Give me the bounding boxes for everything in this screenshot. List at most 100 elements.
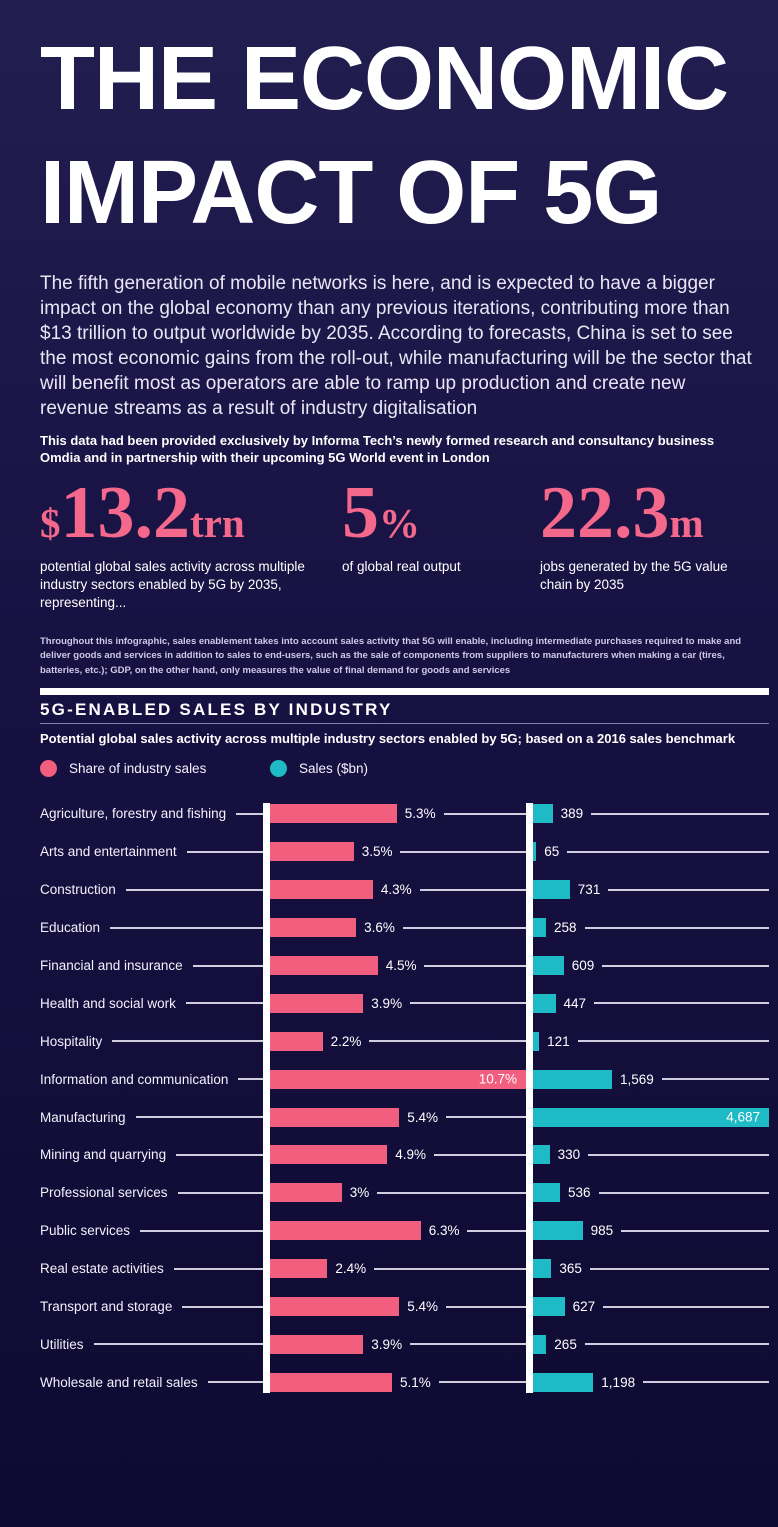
leader-line <box>374 1267 526 1270</box>
chart-row: Information and communication 10.7% 1,569 <box>40 1060 769 1098</box>
leader-line <box>643 1381 769 1384</box>
legend-item-share: Share of industry sales <box>40 760 270 777</box>
category-cell: Education <box>40 920 263 935</box>
page-title: THE ECONOMIC IMPACT OF 5G <box>40 22 760 250</box>
chart-row: Construction 4.3% 731 <box>40 871 769 909</box>
share-bar <box>270 918 357 938</box>
sales-value: 389 <box>560 806 584 822</box>
section-divider-thick <box>40 688 769 695</box>
leader-line <box>591 812 769 815</box>
share-bar <box>270 1107 400 1127</box>
sales-value: 65 <box>544 844 560 860</box>
legend-label: Sales ($bn) <box>299 761 369 776</box>
leader-line <box>598 1191 769 1194</box>
sales-zone: 258 <box>526 918 769 938</box>
leader-line <box>419 888 526 891</box>
sales-bar: 4,687 <box>533 1107 769 1127</box>
methodology-footnote: Throughout this infographic, sales enabl… <box>40 635 742 676</box>
category-cell: Health and social work <box>40 996 263 1011</box>
sales-bar <box>533 1297 565 1317</box>
leader-line <box>186 850 263 853</box>
share-bar <box>270 1372 392 1392</box>
leader-line <box>112 1040 263 1043</box>
share-value: 5.1% <box>400 1374 431 1390</box>
page-title-line2: IMPACT OF 5G <box>40 143 662 243</box>
share-zone: 6.3% <box>263 1221 526 1241</box>
category-cell: Transport and storage <box>40 1299 263 1314</box>
leader-line <box>602 964 769 967</box>
stat-caption: potential global sales activity across m… <box>40 559 305 610</box>
leader-line <box>608 888 769 891</box>
sales-zone: 447 <box>526 993 769 1013</box>
sales-bar <box>533 880 570 900</box>
leader-line <box>400 850 526 853</box>
sales-value: 258 <box>554 920 577 936</box>
stat-jobs: 22.3 m jobs generated by the 5G value cha… <box>540 476 755 594</box>
sales-bar <box>533 993 556 1013</box>
leader-line <box>377 1191 526 1194</box>
category-label: Public services <box>40 1223 131 1239</box>
leader-line <box>424 964 526 967</box>
leader-line <box>369 1040 526 1043</box>
leader-line <box>445 1116 526 1119</box>
legend-item-sales: Sales ($bn) <box>270 760 368 777</box>
sales-zone: 265 <box>526 1334 769 1354</box>
leader-line <box>192 964 263 967</box>
chart-row: Hospitality 2.2% 121 <box>40 1022 769 1060</box>
source-note: This data had been provided exclusively … <box>40 433 715 465</box>
category-cell: Hospitality <box>40 1034 263 1049</box>
sales-bar <box>533 918 546 938</box>
category-cell: Professional services <box>40 1185 263 1200</box>
chart-row: Education 3.6% 258 <box>40 909 769 947</box>
category-label: Transport and storage <box>40 1299 173 1315</box>
share-value: 10.7% <box>478 1071 517 1087</box>
chart-row: Financial and insurance 4.5% 609 <box>40 947 769 985</box>
leader-line <box>125 888 263 891</box>
sales-zone: 985 <box>526 1221 769 1241</box>
sales-zone: 330 <box>526 1145 769 1165</box>
stat-number: 5% <box>342 476 527 550</box>
share-zone: 5.4% <box>263 1107 526 1127</box>
chart-row: Manufacturing 5.4% 4,687 <box>40 1098 769 1136</box>
share-bar <box>270 993 364 1013</box>
share-value: 4.5% <box>385 958 417 973</box>
sales-axis-bar <box>526 803 533 1393</box>
legend-dot-pink-icon <box>40 760 57 777</box>
share-zone: 3.6% <box>263 918 526 938</box>
chart-row: Agriculture, forestry and fishing 5.3% 389 <box>40 795 769 833</box>
category-cell: Public services <box>40 1223 263 1238</box>
sales-value: 609 <box>571 958 595 973</box>
category-label: Manufacturing <box>40 1109 126 1125</box>
chart-row: Utilities 3.9% 265 <box>40 1325 769 1363</box>
sales-value: 1,569 <box>620 1071 654 1087</box>
sales-bar <box>533 1334 547 1354</box>
sales-zone: 609 <box>526 956 769 975</box>
share-value: 5.4% <box>407 1299 438 1315</box>
leader-line <box>438 1381 526 1384</box>
sales-bar <box>533 1259 552 1279</box>
legend-label: Share of industry sales <box>69 761 207 776</box>
chart-row: Wholesale and retail sales 5.1% 1,198 <box>40 1363 769 1401</box>
leader-line <box>135 1116 263 1119</box>
chart-row: Health and social work 3.9% 447 <box>40 984 769 1022</box>
sales-zone: 1,569 <box>526 1069 769 1089</box>
sales-bar <box>533 1372 594 1392</box>
share-zone: 3% <box>263 1183 526 1203</box>
leader-line <box>93 1343 263 1346</box>
category-cell: Real estate activities <box>40 1261 263 1276</box>
share-bar <box>270 1259 328 1279</box>
category-label: Agriculture, forestry and fishing <box>40 806 227 822</box>
category-label: Construction <box>40 882 116 898</box>
sales-value: 330 <box>557 1147 581 1163</box>
sales-bar <box>533 1145 550 1165</box>
stat-caption: jobs generated by the 5G value chain by … <box>540 559 728 592</box>
sales-value: 447 <box>563 995 587 1011</box>
sales-value: 4,687 <box>726 1109 760 1125</box>
share-zone: 5.3% <box>263 804 526 824</box>
stat-number: $13.2 trn <box>40 476 320 550</box>
share-zone: 3.9% <box>263 1334 526 1354</box>
category-cell: Manufacturing <box>40 1110 263 1125</box>
chart-legend: Share of industry sales Sales ($bn) <box>40 760 368 777</box>
share-value: 3.5% <box>361 844 393 860</box>
category-cell: Information and communication <box>40 1072 263 1087</box>
